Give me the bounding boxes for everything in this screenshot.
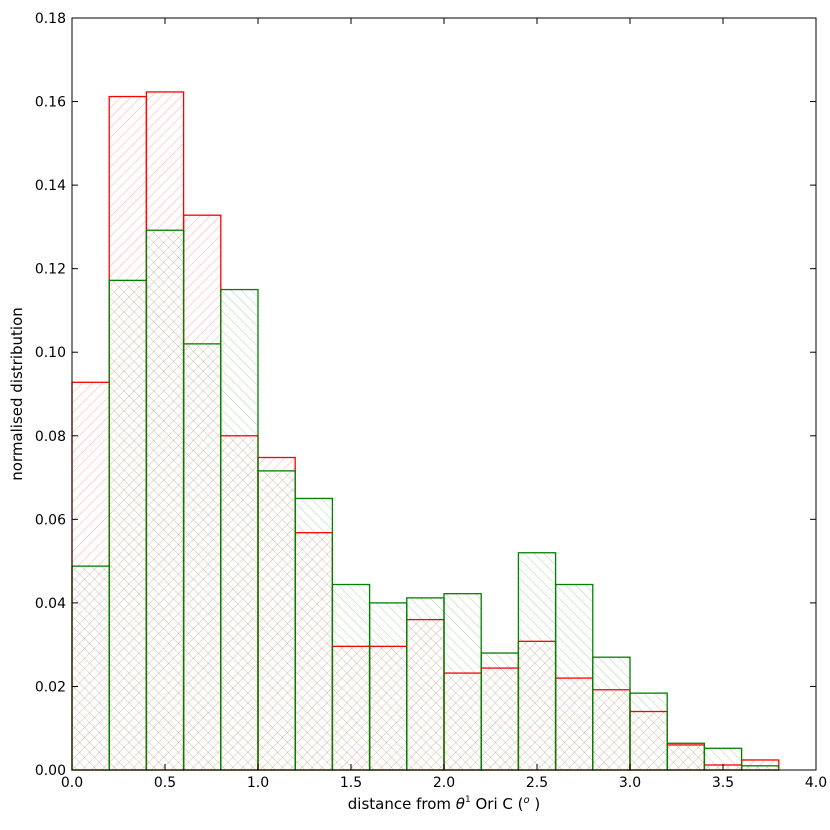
x-tick-label: 3.0 xyxy=(619,775,641,791)
histogram-bar-series-2 xyxy=(592,656,631,771)
x-tick-label: 4.0 xyxy=(805,775,827,791)
y-tick-label: 0.08 xyxy=(35,429,66,445)
histogram-bar-series-2 xyxy=(629,692,668,771)
y-tick-label: 0.12 xyxy=(35,262,66,278)
histogram-bar-series-2 xyxy=(220,288,259,771)
histogram-bar-series-2 xyxy=(145,229,185,771)
x-tick-label: 2.0 xyxy=(433,775,455,791)
y-tick-label: 0.18 xyxy=(35,11,66,27)
histogram-bar-series-2 xyxy=(182,343,222,771)
x-tick-label: 1.5 xyxy=(340,775,362,791)
histogram-bar-series-2 xyxy=(294,497,334,771)
histogram-bar-series-2 xyxy=(257,470,296,771)
histogram-bar-series-2 xyxy=(480,652,520,771)
histogram-bar-series-2 xyxy=(331,583,371,771)
x-tick-label: 0.0 xyxy=(61,775,83,791)
y-tick-label: 0.06 xyxy=(35,512,66,528)
y-tick-label: 0.00 xyxy=(35,763,66,779)
histogram-bar-series-2 xyxy=(368,602,408,771)
x-tick-label: 2.5 xyxy=(526,775,548,791)
histogram-bar-series-2 xyxy=(406,597,445,771)
histogram-bar-series-2 xyxy=(517,552,557,771)
histogram-bar-series-2 xyxy=(108,279,148,771)
y-tick-label: 0.10 xyxy=(35,345,66,361)
y-tick-label: 0.04 xyxy=(35,596,66,612)
x-tick-label: 0.5 xyxy=(154,775,176,791)
histogram-bar-series-2 xyxy=(666,742,706,771)
x-tick-label: 3.5 xyxy=(712,775,734,791)
ticks-layer: 0.0 0.5 1.0 1.5 2.0 2.5 3.0 3.5 4.0 0.00 0.02 0.04 0… xyxy=(35,11,827,791)
histogram-bar-series-2 xyxy=(740,765,780,771)
y-axis-label: normalised distribution xyxy=(8,307,26,481)
x-axis-label: distance from θ1 Ori C (o ) xyxy=(348,795,540,813)
histogram-bar-series-2 xyxy=(554,583,594,771)
y-tick-label: 0.14 xyxy=(35,178,66,194)
histogram-bar-series-2 xyxy=(443,593,482,771)
y-tick-label: 0.16 xyxy=(35,95,66,111)
y-tick-label: 0.02 xyxy=(35,679,66,695)
bars-layer xyxy=(71,91,780,771)
x-tick-label: 1.0 xyxy=(247,775,269,791)
histogram-bar-series-2 xyxy=(71,565,110,771)
